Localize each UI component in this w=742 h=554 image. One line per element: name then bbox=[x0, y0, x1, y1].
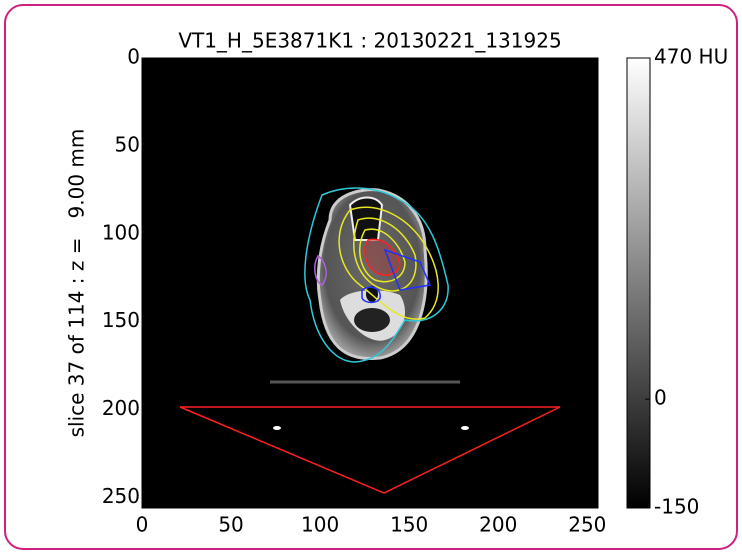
colorbar-tick-label: 470 HU bbox=[654, 45, 728, 69]
x-tick-label: 0 bbox=[136, 513, 149, 537]
y-tick-label: 250 bbox=[102, 484, 140, 508]
y-tick-label: 200 bbox=[102, 396, 140, 420]
colorbar-tick-label: 0 bbox=[654, 386, 667, 410]
colorbar bbox=[627, 58, 650, 508]
figure: VT1_H_5E3871K1 : 20130221_131925 slice 3… bbox=[0, 0, 742, 554]
y-tick-label: 150 bbox=[102, 308, 140, 332]
x-tick-label: 50 bbox=[218, 513, 243, 537]
x-tick-label: 150 bbox=[390, 513, 428, 537]
y-tick-label: 0 bbox=[127, 45, 140, 69]
chart-title: VT1_H_5E3871K1 : 20130221_131925 bbox=[178, 29, 561, 53]
y-tick-label: 100 bbox=[102, 220, 140, 244]
x-tick-label: 100 bbox=[301, 513, 339, 537]
colorbar-tick-label: -150 bbox=[654, 495, 699, 519]
x-tick-label: 200 bbox=[479, 513, 517, 537]
ct-image bbox=[142, 58, 598, 508]
y-axis-label: slice 37 of 114 : z = 9.00 mm bbox=[65, 129, 89, 438]
x-tick-label: 250 bbox=[568, 513, 606, 537]
y-tick-label: 50 bbox=[115, 132, 140, 156]
